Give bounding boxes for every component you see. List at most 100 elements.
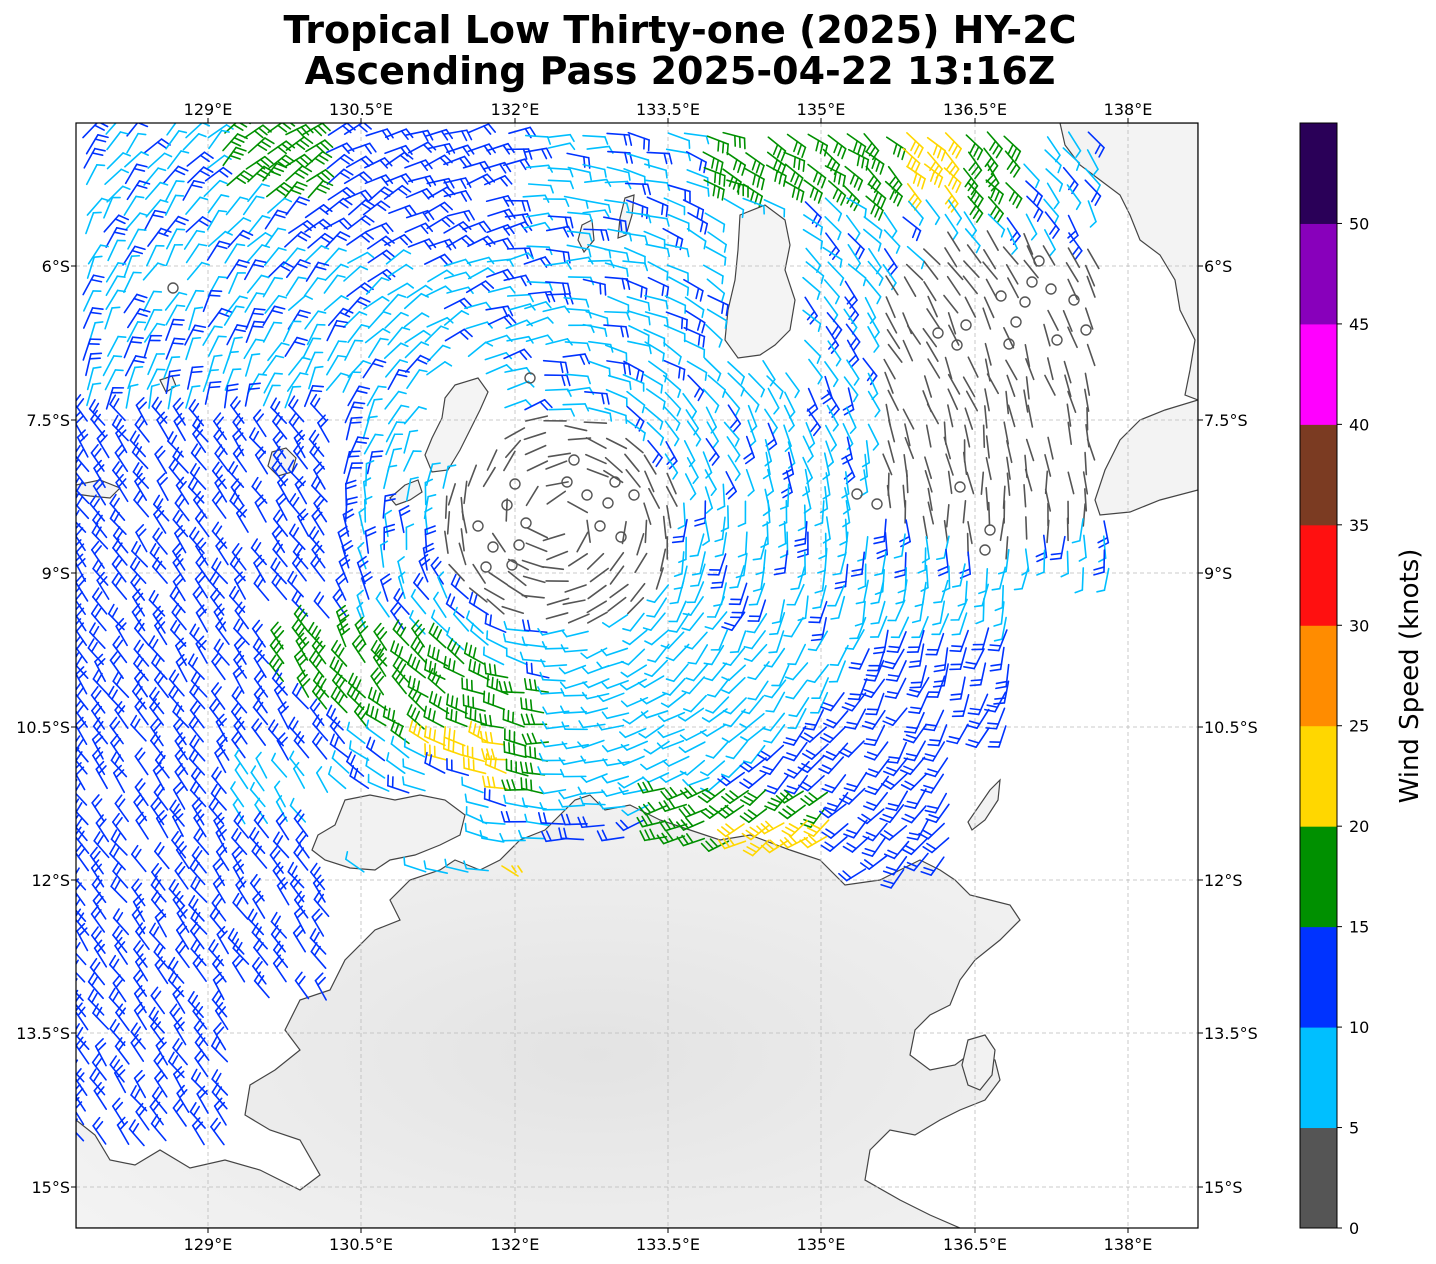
wind-barb [982, 424, 986, 449]
wind-barb [135, 922, 150, 950]
wind-barb [537, 627, 565, 636]
wind-barb [194, 1033, 210, 1061]
wind-barb [104, 168, 130, 185]
wind-barb [271, 458, 287, 487]
wind-barb [1066, 184, 1082, 211]
wind-barb [503, 450, 516, 472]
wind-barb [702, 518, 711, 546]
wind-barb [729, 630, 747, 654]
lat-tick-right: 7.5°S [1204, 411, 1248, 430]
wind-barb [168, 956, 185, 984]
wind-barb [764, 408, 778, 435]
wind-barb [964, 296, 977, 318]
wind-barb [105, 227, 128, 248]
wind-barb [191, 797, 205, 826]
wind-barb [406, 653, 426, 679]
wind-barb [542, 198, 570, 208]
wind-barb [247, 232, 273, 248]
wind-barb [714, 516, 726, 543]
wind-barb [189, 700, 205, 729]
wind-barb [391, 666, 407, 695]
wind-barb [800, 791, 829, 806]
wind-barb [444, 495, 448, 519]
wind-barb [124, 151, 149, 168]
wind-barb [702, 264, 724, 285]
wind-barb [725, 740, 749, 760]
wind-barb [463, 642, 485, 665]
wind-barb [782, 725, 807, 746]
wind-barb [172, 781, 186, 810]
wind-barb [172, 1038, 188, 1066]
wind-barb [171, 602, 187, 631]
wind-barb [639, 692, 667, 705]
wind-barb [684, 296, 705, 319]
wind-barb [743, 630, 766, 650]
wind-barb [582, 278, 607, 296]
wind-barb [390, 735, 410, 759]
wind-barb [522, 575, 546, 584]
wind-barb [723, 421, 740, 447]
wind-barb [126, 132, 147, 154]
wind-barb [861, 837, 886, 857]
wind-barb [722, 647, 746, 666]
wind-barb [506, 293, 534, 303]
wind-barb [233, 636, 247, 665]
wind-barb [311, 540, 326, 569]
wind-barb [1005, 390, 1010, 415]
wind-barb [861, 709, 886, 730]
wind-barb [270, 911, 288, 939]
wind-barb [479, 814, 506, 825]
wind-barb [606, 360, 632, 376]
calm-circle [615, 531, 627, 543]
wind-barb [289, 750, 305, 777]
wind-barb [128, 1119, 145, 1147]
wind-barb [403, 856, 427, 873]
wind-barb [689, 533, 705, 558]
wind-barb [1067, 131, 1082, 158]
wind-barb [504, 427, 526, 440]
wind-barb [444, 530, 449, 554]
wind-barb [987, 501, 991, 526]
wind-barb [335, 604, 350, 634]
wind-barb [902, 216, 922, 242]
wind-barb [1024, 343, 1031, 368]
wind-barb [211, 682, 226, 710]
wind-barb [739, 808, 768, 824]
wind-barb [562, 599, 586, 606]
wind-barb [706, 278, 726, 302]
wind-barb [294, 476, 308, 505]
wind-barb [664, 391, 682, 417]
wind-barb [1071, 518, 1084, 544]
wind-barb [505, 758, 529, 777]
wind-barb [582, 678, 610, 689]
wind-barb [967, 151, 983, 180]
wind-barb [267, 342, 290, 362]
wind-barb [645, 388, 666, 410]
wind-barb [525, 485, 539, 507]
wind-barb [488, 285, 516, 294]
wind-barb [424, 325, 449, 343]
wind-barb [676, 817, 705, 831]
wind-barb [863, 216, 883, 239]
wind-barb [463, 860, 489, 872]
wind-barb [764, 792, 790, 812]
wind-barb [662, 374, 682, 399]
wind-barb [867, 326, 880, 353]
wind-barb [148, 1006, 165, 1034]
wind-barb [284, 231, 311, 248]
wind-barb [932, 600, 946, 626]
wind-barb [899, 756, 926, 776]
wind-barb [818, 756, 845, 775]
wind-barb [814, 567, 826, 594]
colorbar-segment [1300, 1127, 1337, 1229]
wind-barb [722, 131, 746, 150]
calm-circle [1080, 324, 1092, 336]
wind-barb [617, 755, 645, 766]
wind-barb [886, 484, 892, 509]
colorbar-segment [1300, 826, 1337, 928]
wind-barb [820, 836, 848, 852]
wind-barb [763, 199, 786, 218]
wind-barb [947, 262, 964, 281]
wind-barb [993, 601, 1005, 627]
wind-barb [245, 307, 266, 330]
